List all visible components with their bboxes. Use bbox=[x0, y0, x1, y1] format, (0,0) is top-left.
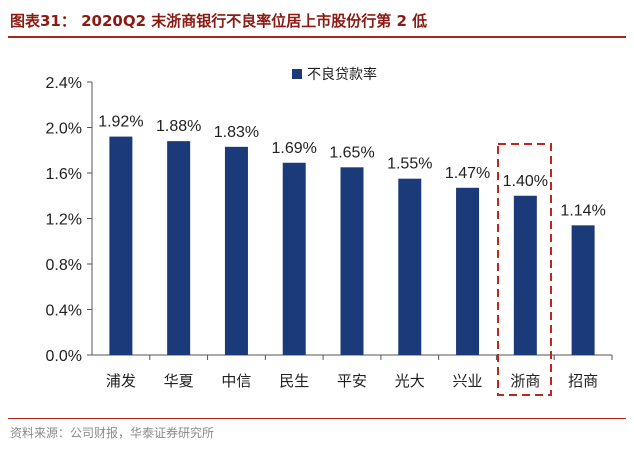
category-label: 招商 bbox=[568, 372, 598, 390]
y-tick-label: 0.8% bbox=[46, 257, 82, 274]
bar bbox=[224, 146, 248, 355]
bar bbox=[109, 136, 133, 355]
y-tick-label: 2.4% bbox=[46, 75, 82, 92]
category-label: 浦发 bbox=[106, 372, 136, 390]
data-label: 1.88% bbox=[156, 118, 201, 135]
data-label: 1.40% bbox=[503, 173, 548, 190]
data-label: 1.55% bbox=[387, 156, 432, 173]
category-label: 平安 bbox=[337, 372, 367, 390]
y-tick-label: 1.6% bbox=[46, 166, 82, 183]
source-note: 资料来源：公司财报，华泰证券研究所 bbox=[10, 426, 215, 440]
title-divider bbox=[8, 36, 626, 38]
data-label: 1.47% bbox=[445, 165, 490, 182]
highlight-box bbox=[497, 143, 552, 396]
category-label: 民生 bbox=[279, 372, 309, 390]
category-label: 华夏 bbox=[164, 372, 194, 390]
bar bbox=[282, 162, 306, 355]
category-label: 中信 bbox=[221, 372, 251, 390]
data-label: 1.83% bbox=[214, 124, 259, 141]
legend-label: 不良贷款率 bbox=[307, 66, 377, 83]
y-tick-label: 1.2% bbox=[46, 212, 82, 229]
data-label: 1.69% bbox=[272, 140, 317, 157]
category-label: 浙商 bbox=[510, 372, 540, 390]
data-label: 1.14% bbox=[560, 202, 605, 219]
bar bbox=[456, 187, 480, 355]
category-label: 兴业 bbox=[453, 372, 483, 390]
footer-divider bbox=[8, 418, 626, 419]
data-label: 1.65% bbox=[329, 144, 374, 161]
y-tick-label: 0.4% bbox=[46, 303, 82, 320]
bar bbox=[513, 195, 537, 355]
bar bbox=[398, 178, 422, 355]
figure-title: 图表31： 2020Q2 末浙商银行不良率位居上市股份行第 2 低 bbox=[10, 12, 428, 30]
bar bbox=[571, 225, 595, 355]
category-label: 光大 bbox=[395, 372, 425, 390]
bar bbox=[167, 141, 191, 355]
data-label: 1.92% bbox=[98, 114, 143, 131]
legend-swatch bbox=[292, 69, 302, 79]
y-tick-label: 0.0% bbox=[46, 348, 82, 365]
y-tick-label: 2.0% bbox=[46, 121, 82, 138]
bar bbox=[340, 167, 364, 355]
